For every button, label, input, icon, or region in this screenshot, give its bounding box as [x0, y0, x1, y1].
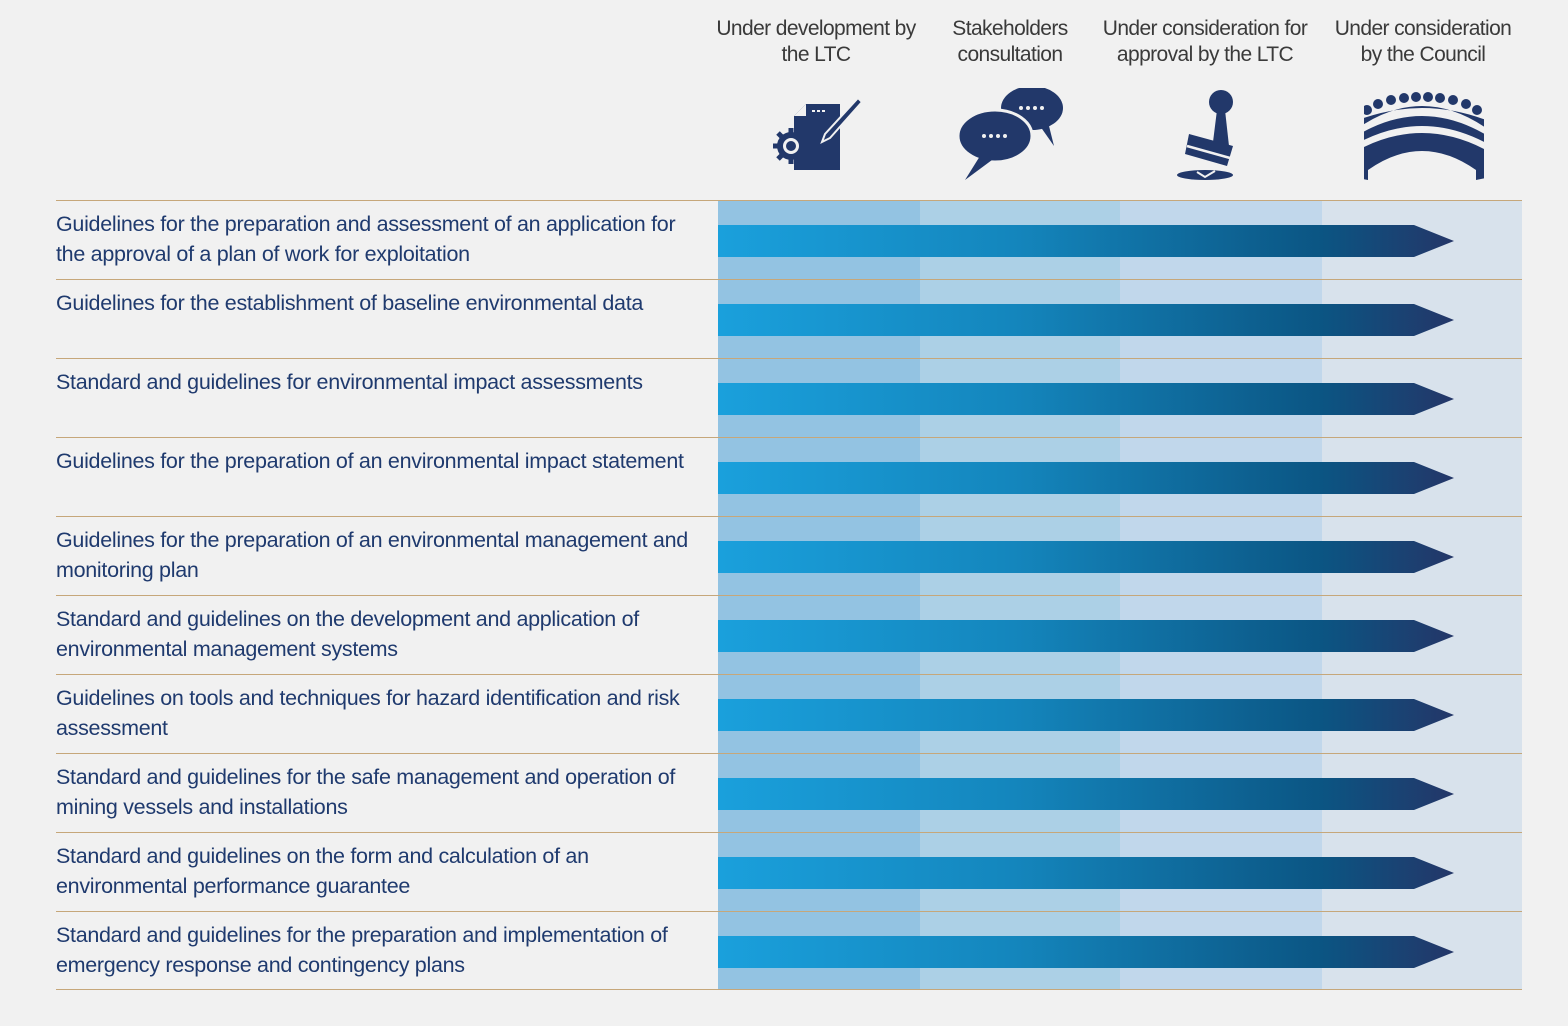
- progress-arrow: [718, 541, 1454, 573]
- progress-arrow: [718, 620, 1454, 652]
- row-label: Standard and guidelines for the preparat…: [56, 923, 668, 977]
- speech-bubbles-icon: [956, 88, 1063, 180]
- progress-arrow: [718, 225, 1454, 257]
- table-row: Guidelines for the establishment of base…: [56, 279, 1522, 358]
- column-header-consultation: Stakeholders consultation: [952, 17, 1068, 66]
- progress-arrow: [718, 383, 1454, 415]
- table-row: Standard and guidelines on the developme…: [56, 595, 1522, 674]
- table-row: Standard and guidelines for the safe man…: [56, 753, 1522, 832]
- table-row: Guidelines for the preparation and asses…: [56, 200, 1522, 279]
- progress-arrow: [718, 699, 1454, 731]
- document-gear-pen-icon: [773, 96, 864, 170]
- table-row: Guidelines on tools and techniques for h…: [56, 674, 1522, 753]
- column-header-council: Under consideration by the Council: [1334, 17, 1512, 66]
- row-label: Standard and guidelines on the form and …: [56, 844, 589, 898]
- row-label: Standard and guidelines on the developme…: [56, 607, 639, 661]
- column-header-ltc-approval: Under consideration for approval by the …: [1102, 17, 1308, 66]
- row-label: Guidelines for the preparation and asses…: [56, 212, 676, 266]
- progress-arrow: [718, 778, 1454, 810]
- row-label: Guidelines on tools and techniques for h…: [56, 686, 680, 740]
- table-row: Standard and guidelines for the preparat…: [56, 911, 1522, 990]
- progress-arrow: [718, 462, 1454, 494]
- table-row: Standard and guidelines on the form and …: [56, 832, 1522, 911]
- row-label: Standard and guidelines for environmenta…: [56, 370, 643, 394]
- progress-arrow: [718, 857, 1454, 889]
- row-label: Guidelines for the preparation of an env…: [56, 528, 688, 582]
- progress-arrow: [718, 936, 1454, 968]
- row-label: Guidelines for the preparation of an env…: [56, 449, 684, 473]
- council-assembly-icon: [1364, 92, 1484, 180]
- row-label: Guidelines for the establishment of base…: [56, 291, 644, 315]
- column-header-development: Under development by the LTC: [716, 17, 916, 66]
- progress-arrow: [718, 304, 1454, 336]
- table-row: Standard and guidelines for environmenta…: [56, 358, 1522, 437]
- stamp-icon: [1177, 90, 1233, 180]
- table-row: Guidelines for the preparation of an env…: [56, 516, 1522, 595]
- row-label: Standard and guidelines for the safe man…: [56, 765, 676, 819]
- bottom-divider: [56, 989, 1522, 990]
- table-row: Guidelines for the preparation of an env…: [56, 437, 1522, 516]
